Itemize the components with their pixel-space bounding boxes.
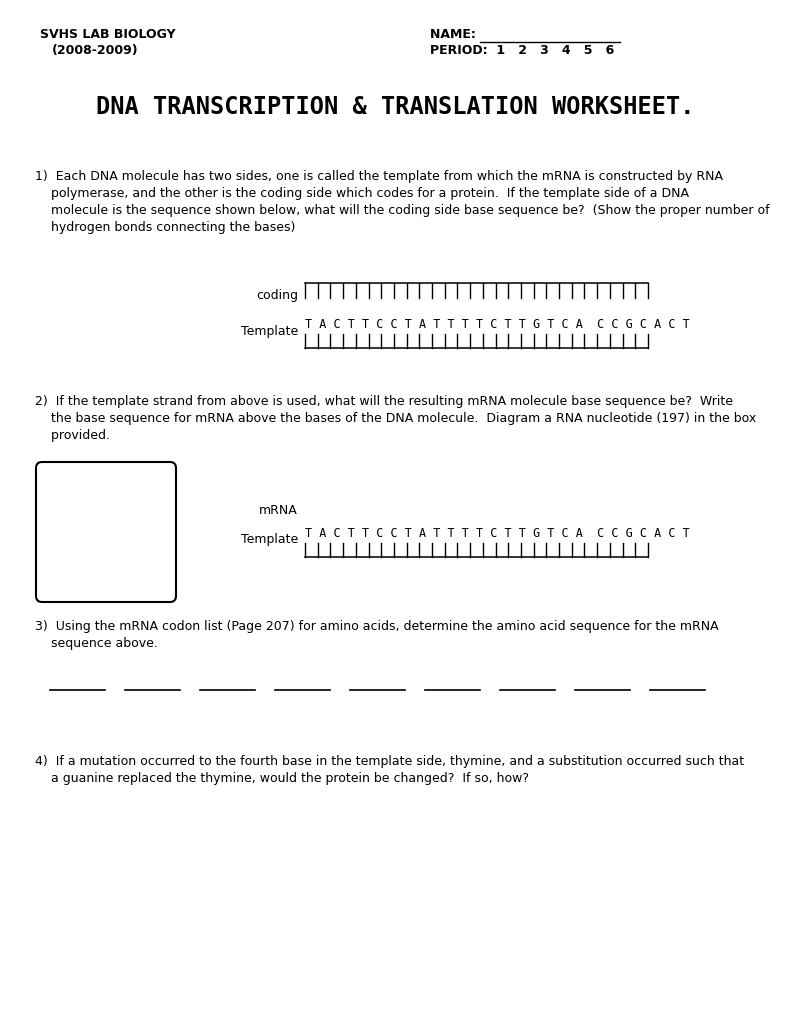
Text: molecule is the sequence shown below, what will the coding side base sequence be: molecule is the sequence shown below, wh… [35,204,770,217]
Text: 4)  If a mutation occurred to the fourth base in the template side, thymine, and: 4) If a mutation occurred to the fourth … [35,755,744,768]
Text: DNA TRANSCRIPTION & TRANSLATION WORKSHEET.: DNA TRANSCRIPTION & TRANSLATION WORKSHEE… [96,95,694,119]
FancyBboxPatch shape [36,462,176,602]
Text: the base sequence for mRNA above the bases of the DNA molecule.  Diagram a RNA n: the base sequence for mRNA above the bas… [35,412,756,425]
Text: coding: coding [256,289,298,301]
Text: SVHS LAB BIOLOGY: SVHS LAB BIOLOGY [40,28,176,41]
Text: a guanine replaced the thymine, would the protein be changed?  If so, how?: a guanine replaced the thymine, would th… [35,772,529,785]
Text: Template: Template [240,534,298,547]
Text: 2)  If the template strand from above is used, what will the resulting mRNA mole: 2) If the template strand from above is … [35,395,733,408]
Text: 3)  Using the mRNA codon list (Page 207) for amino acids, determine the amino ac: 3) Using the mRNA codon list (Page 207) … [35,620,719,633]
Text: mRNA: mRNA [259,504,298,516]
Text: T A C T T C C T A T T T T C T T G T C A  C C G C A C T: T A C T T C C T A T T T T C T T G T C A … [305,318,690,331]
Text: hydrogen bonds connecting the bases): hydrogen bonds connecting the bases) [35,221,295,234]
Text: polymerase, and the other is the coding side which codes for a protein.  If the : polymerase, and the other is the coding … [35,187,689,200]
Text: (2008-2009): (2008-2009) [52,44,138,57]
Text: PERIOD:  1   2   3   4   5   6: PERIOD: 1 2 3 4 5 6 [430,44,615,57]
Text: provided.: provided. [35,429,110,442]
Text: 1)  Each DNA molecule has two sides, one is called the template from which the m: 1) Each DNA molecule has two sides, one … [35,170,723,183]
Text: T A C T T C C T A T T T T C T T G T C A  C C G C A C T: T A C T T C C T A T T T T C T T G T C A … [305,527,690,540]
Text: NAME:: NAME: [430,28,485,41]
Text: sequence above.: sequence above. [35,637,158,650]
Text: Template: Template [240,326,298,339]
